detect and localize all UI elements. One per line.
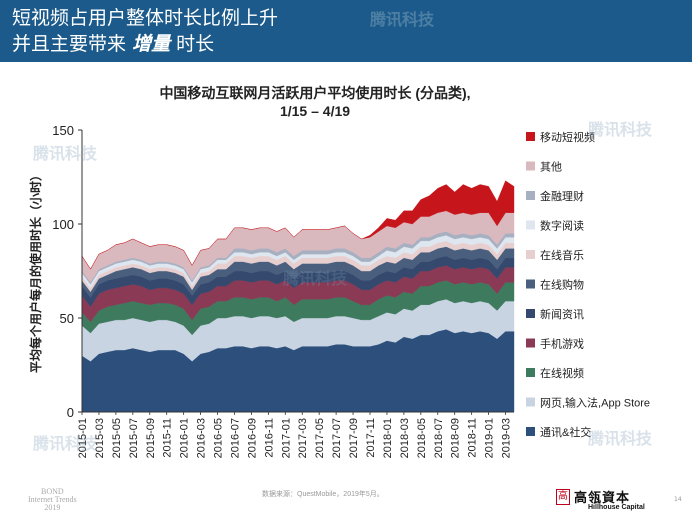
y-tick-label: 50 xyxy=(60,311,74,326)
y-tick-label: 150 xyxy=(52,123,74,138)
headline-line-1: 短视频占用户整体时长比例上升 xyxy=(12,7,279,29)
watermark-text: 腾讯科技 xyxy=(588,429,653,448)
legend-swatch xyxy=(526,220,535,230)
x-tick-label: 2018-01 xyxy=(382,418,394,458)
x-tick-label: 2017-09 xyxy=(348,418,360,458)
y-tick-label: 0 xyxy=(67,405,74,420)
x-tick-label: 2015-09 xyxy=(145,418,157,458)
bond-logo: BOND Internet Trends 2019 xyxy=(28,488,77,512)
chart-title: 中国移动互联网月活跃用户平均使用时长 (分品类), xyxy=(159,85,471,101)
page-number: 14 xyxy=(674,496,682,503)
x-tick-label: 2015-01 xyxy=(77,418,89,458)
legend-label: 移动短视频 xyxy=(540,130,595,144)
x-tick-label: 2017-07 xyxy=(331,418,343,458)
legend-label: 新闻资讯 xyxy=(540,307,584,321)
legend-label: 手机游戏 xyxy=(540,337,584,351)
header-banner: 短视频占用户整体时长比例上升 并且主要带来 增量 时长 xyxy=(0,0,692,62)
hillhouse-logo-cn: 高瓴資本 xyxy=(574,491,631,506)
hillhouse-seal-icon: 高 xyxy=(556,489,570,505)
legend-swatch xyxy=(526,427,535,436)
x-tick-label: 2017-01 xyxy=(280,418,292,458)
source-note: 数据来源：QuestMobile，2019年5月。 xyxy=(262,491,384,498)
legend-label: 通讯&社交 xyxy=(540,425,591,439)
x-tick-label: 2016-11 xyxy=(263,418,275,458)
x-tick-label: 2015-03 xyxy=(94,418,106,458)
x-tick-label: 2015-07 xyxy=(128,418,140,458)
legend-label: 在线视频 xyxy=(540,366,584,380)
x-tick-label: 2017-03 xyxy=(297,418,309,458)
headline-suffix: 时长 xyxy=(176,33,215,55)
legend-swatch xyxy=(526,368,535,377)
x-tick-label: 2019-03 xyxy=(501,418,513,458)
x-tick-label: 2016-09 xyxy=(246,418,258,458)
legend-swatch xyxy=(526,161,535,171)
x-tick-label: 2015-05 xyxy=(111,418,123,458)
bond-line-2: Internet Trends xyxy=(28,495,77,504)
x-tick-label: 2018-05 xyxy=(416,418,428,458)
legend-swatch xyxy=(526,397,535,407)
watermark-text: 腾讯科技 xyxy=(370,10,435,29)
x-tick-label: 2017-05 xyxy=(314,418,326,458)
x-tick-label: 2015-11 xyxy=(162,418,174,458)
legend-swatch xyxy=(526,132,535,141)
watermark-text: 腾讯科技 xyxy=(283,269,348,288)
legend-swatch xyxy=(526,250,535,259)
legend-label: 其他 xyxy=(540,161,562,174)
x-tick-label: 2016-07 xyxy=(230,418,242,458)
watermark-text: 腾讯科技 xyxy=(33,434,98,453)
legend-swatch xyxy=(526,338,535,348)
x-tick-label: 2016-03 xyxy=(196,418,208,458)
legend-label: 金融理财 xyxy=(540,189,584,203)
bond-line-3: 2019 xyxy=(44,503,61,512)
hillhouse-logo-en: Hillhouse Capital xyxy=(588,504,645,511)
headline-prefix: 并且主要带来 xyxy=(12,33,127,55)
legend-swatch xyxy=(526,191,535,200)
x-tick-label: 2018-03 xyxy=(399,418,411,458)
area-series-10 xyxy=(81,180,515,270)
x-tick-label: 2016-05 xyxy=(213,418,225,458)
legend-label: 在线音乐 xyxy=(540,248,584,262)
x-tick-label: 2017-11 xyxy=(365,418,377,458)
legend-label: 在线购物 xyxy=(540,278,584,292)
legend-label: 网页,输入法,App Store xyxy=(540,396,650,410)
bond-line-1: BOND xyxy=(41,487,64,496)
headline-line-2: 并且主要带来 增量 时长 xyxy=(12,32,214,56)
x-tick-label: 2016-01 xyxy=(179,418,191,458)
headline-emphasis: 增量 xyxy=(132,33,171,55)
watermark-text: 腾讯科技 xyxy=(588,120,653,139)
legend-swatch xyxy=(526,309,535,318)
y-axis-label: 平均每个用户每月的使用时长（小时） xyxy=(28,169,43,373)
x-tick-label: 2018-09 xyxy=(450,418,462,458)
x-tick-label: 2019-01 xyxy=(484,418,496,458)
y-tick-label: 100 xyxy=(52,217,74,232)
watermark-text: 腾讯科技 xyxy=(33,144,98,163)
chart-subtitle: 1/15 – 4/19 xyxy=(279,103,351,119)
legend-label: 数字阅读 xyxy=(540,219,584,233)
x-tick-label: 2018-07 xyxy=(433,418,445,458)
legend-swatch xyxy=(526,279,535,289)
x-tick-label: 2018-11 xyxy=(467,418,479,458)
